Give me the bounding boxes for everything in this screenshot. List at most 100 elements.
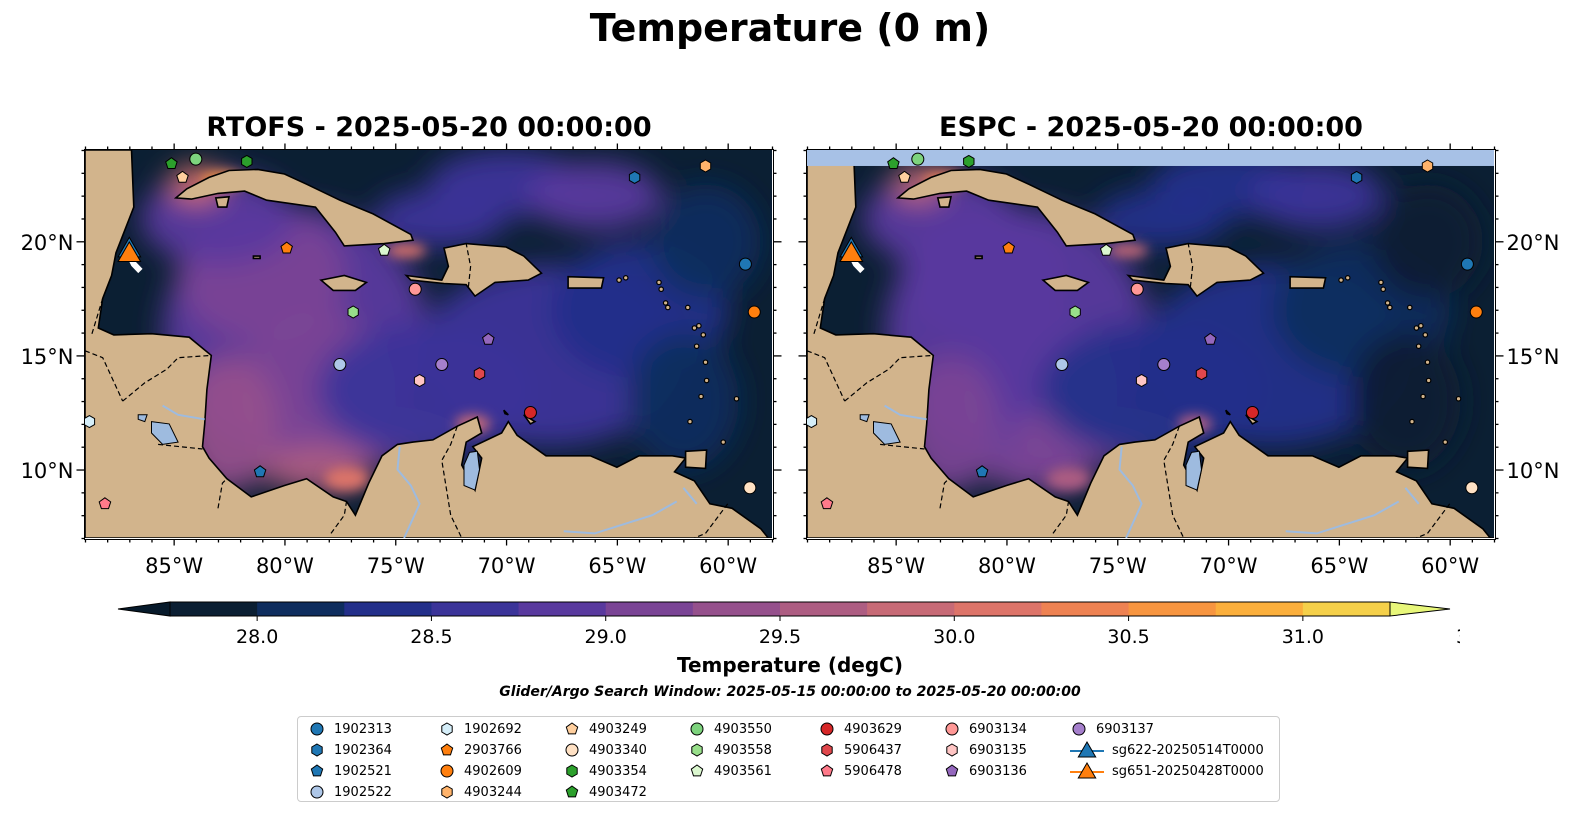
espc-map-panel[interactable] bbox=[806, 149, 1496, 540]
rtofs-marker-4902609[interactable] bbox=[747, 305, 761, 319]
legend-marker[interactable] bbox=[690, 722, 704, 736]
espc-marker-4903561[interactable] bbox=[1099, 243, 1113, 256]
legend-marker[interactable] bbox=[1077, 741, 1097, 758]
rtofs-marker-6903134[interactable] bbox=[408, 282, 422, 296]
espc-marker-6903135[interactable] bbox=[1135, 373, 1148, 388]
legend-marker[interactable] bbox=[565, 743, 579, 757]
legend-marker[interactable] bbox=[310, 722, 324, 736]
legend-item-1902313[interactable]: 1902313 bbox=[308, 719, 392, 739]
rtofs-marker-4903629[interactable] bbox=[523, 405, 537, 419]
legend-marker[interactable] bbox=[440, 764, 454, 778]
espc-marker-1902522[interactable] bbox=[1055, 358, 1069, 372]
legend-marker[interactable] bbox=[945, 722, 959, 736]
espc-marker-4903550[interactable] bbox=[911, 152, 925, 166]
legend-marker[interactable] bbox=[311, 743, 323, 757]
legend-marker[interactable] bbox=[691, 743, 703, 757]
rtofs-marker-4903561[interactable] bbox=[377, 243, 391, 256]
legend-marker[interactable] bbox=[820, 764, 834, 777]
rtofs-marker-2903766[interactable] bbox=[280, 241, 293, 254]
rtofs-marker-4903244[interactable] bbox=[699, 159, 712, 173]
legend-marker[interactable] bbox=[820, 722, 834, 736]
legend-item-1902692[interactable]: 1902692 bbox=[438, 719, 522, 739]
legend-marker[interactable] bbox=[441, 785, 453, 799]
espc-marker-1902313[interactable] bbox=[1460, 257, 1474, 271]
rtofs-marker-6903136[interactable] bbox=[482, 332, 495, 345]
legend-item-2903766[interactable]: 2903766 bbox=[438, 740, 522, 760]
legend-item-1902522[interactable]: 1902522 bbox=[308, 782, 392, 802]
rtofs-y-tick-label: 20°N bbox=[21, 231, 74, 255]
legend-item-5906437[interactable]: 5906437 bbox=[818, 740, 902, 760]
legend-item-4903629[interactable]: 4903629 bbox=[818, 719, 902, 739]
espc-marker-4903244[interactable] bbox=[1421, 159, 1434, 173]
legend-item-4903550[interactable]: 4903550 bbox=[688, 719, 772, 739]
espc-marker-4903249[interactable] bbox=[898, 170, 911, 183]
legend-item-1902364[interactable]: 1902364 bbox=[308, 740, 392, 760]
legend-item-4903558[interactable]: 4903558 bbox=[688, 740, 772, 760]
espc-marker-4903472[interactable] bbox=[887, 157, 900, 169]
legend-item-sg651-20250428T0000[interactable]: sg651-20250428T0000 bbox=[1070, 761, 1264, 781]
pentagon-icon bbox=[945, 764, 959, 777]
legend-marker[interactable] bbox=[690, 764, 704, 777]
legend-label: 4903340 bbox=[589, 742, 647, 758]
espc-marker-4903558[interactable] bbox=[1069, 305, 1081, 319]
legend-item-4902609[interactable]: 4902609 bbox=[438, 761, 522, 781]
espc-marker-5906437[interactable] bbox=[1195, 367, 1208, 381]
rtofs-marker-4903472[interactable] bbox=[165, 157, 178, 169]
rtofs-marker-1902364[interactable] bbox=[628, 170, 641, 184]
legend-item-6903134[interactable]: 6903134 bbox=[943, 719, 1027, 739]
espc-marker-1902364[interactable] bbox=[1350, 170, 1363, 184]
legend-marker[interactable] bbox=[1072, 722, 1086, 736]
espc-marker-4903340[interactable] bbox=[1465, 481, 1479, 495]
rtofs-marker-1902313[interactable] bbox=[738, 257, 752, 271]
legend-marker[interactable] bbox=[821, 743, 833, 757]
legend-item-4903354[interactable]: 4903354 bbox=[563, 761, 647, 781]
espc-marker-4903629[interactable] bbox=[1245, 405, 1259, 419]
espc-marker-6903136[interactable] bbox=[1204, 332, 1217, 345]
rtofs-marker-sg651-20250428T0000[interactable] bbox=[117, 240, 142, 262]
espc-marker-1902692[interactable] bbox=[807, 415, 818, 429]
rtofs-marker-4903354[interactable] bbox=[241, 154, 253, 168]
espc-marker-4903354[interactable] bbox=[963, 154, 975, 168]
legend-item-4903244[interactable]: 4903244 bbox=[438, 782, 522, 802]
legend-marker[interactable] bbox=[310, 785, 324, 799]
legend-marker[interactable] bbox=[441, 722, 453, 736]
rtofs-marker-1902692[interactable] bbox=[85, 415, 96, 429]
rtofs-marker-1902522[interactable] bbox=[333, 358, 347, 372]
rtofs-map-panel[interactable] bbox=[84, 149, 774, 540]
legend-marker[interactable] bbox=[565, 722, 579, 735]
legend-item-4903472[interactable]: 4903472 bbox=[563, 782, 647, 802]
espc-marker-sg651-20250428T0000[interactable] bbox=[839, 240, 864, 262]
legend-item-1902521[interactable]: 1902521 bbox=[308, 761, 392, 781]
legend-marker[interactable] bbox=[946, 743, 958, 757]
rtofs-x-tick-label: 60°W bbox=[699, 554, 757, 578]
rtofs-marker-6903135[interactable] bbox=[413, 373, 426, 388]
rtofs-marker-1902521[interactable] bbox=[253, 465, 267, 478]
rtofs-marker-5906437[interactable] bbox=[473, 367, 486, 381]
rtofs-marker-6903137[interactable] bbox=[435, 358, 449, 372]
legend-marker[interactable] bbox=[566, 764, 578, 778]
legend-item-4903561[interactable]: 4903561 bbox=[688, 761, 772, 781]
espc-marker-5906478[interactable] bbox=[820, 497, 834, 510]
rtofs-marker-5906478[interactable] bbox=[98, 497, 112, 510]
espc-marker-4902609[interactable] bbox=[1469, 305, 1483, 319]
rtofs-marker-4903558[interactable] bbox=[347, 305, 359, 319]
espc-marker-6903134[interactable] bbox=[1130, 282, 1144, 296]
rtofs-marker-4903550[interactable] bbox=[189, 152, 203, 166]
espc-marker-6903137[interactable] bbox=[1157, 358, 1171, 372]
legend-item-sg622-20250514T0000[interactable]: sg622-20250514T0000 bbox=[1070, 740, 1264, 760]
espc-marker-2903766[interactable] bbox=[1002, 241, 1015, 254]
legend-item-6903135[interactable]: 6903135 bbox=[943, 740, 1027, 760]
legend-item-5906478[interactable]: 5906478 bbox=[818, 761, 902, 781]
legend-item-6903137[interactable]: 6903137 bbox=[1070, 719, 1154, 739]
legend-item-4903249[interactable]: 4903249 bbox=[563, 719, 647, 739]
legend-marker[interactable] bbox=[945, 764, 959, 777]
legend-marker[interactable] bbox=[1077, 762, 1097, 779]
legend-marker[interactable] bbox=[440, 743, 454, 756]
rtofs-marker-4903340[interactable] bbox=[743, 481, 757, 495]
legend-marker[interactable] bbox=[310, 764, 324, 777]
legend-item-4903340[interactable]: 4903340 bbox=[563, 740, 647, 760]
legend-item-6903136[interactable]: 6903136 bbox=[943, 761, 1027, 781]
espc-marker-1902521[interactable] bbox=[975, 465, 989, 478]
legend-marker[interactable] bbox=[565, 785, 579, 798]
rtofs-marker-4903249[interactable] bbox=[176, 170, 189, 183]
